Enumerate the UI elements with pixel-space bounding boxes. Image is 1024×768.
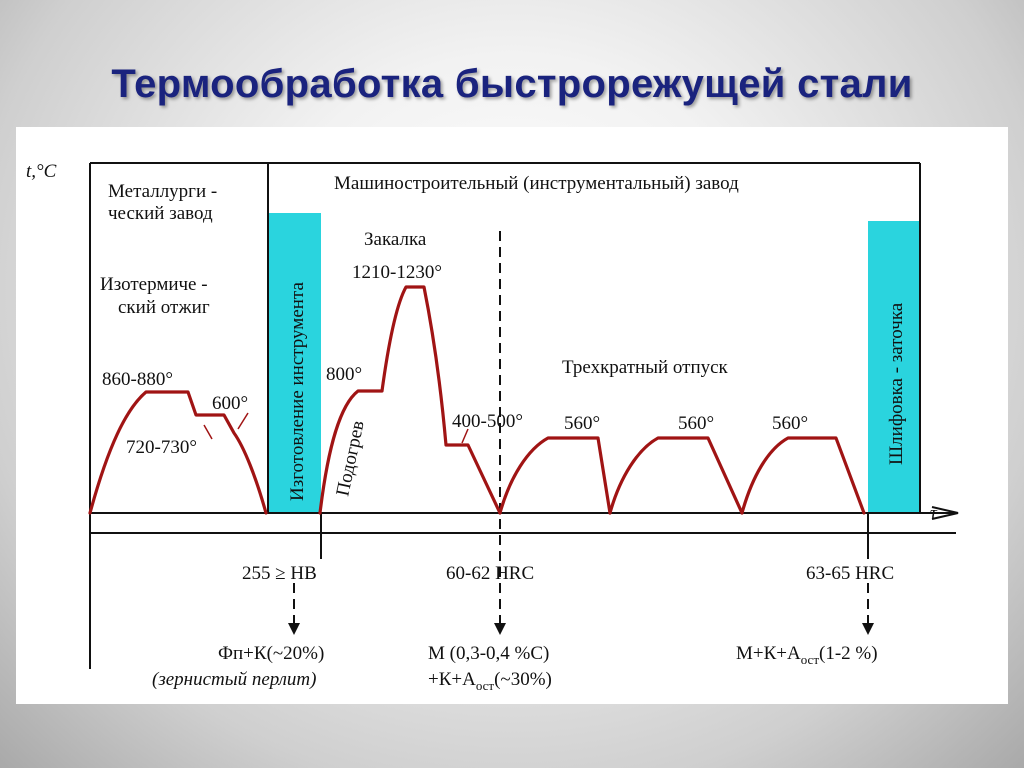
triple-tempering-label: Трехкратный отпуск xyxy=(562,357,729,378)
annealing-curve xyxy=(88,390,268,515)
cool-step-leader xyxy=(461,428,469,444)
quench-curve xyxy=(318,285,502,515)
final-structure-tail: (1-2 %) xyxy=(819,643,878,664)
temper2-temp-label: 560° xyxy=(678,413,714,434)
diagram-panel: t,°C τ Металлурги - ческий завод Машинос… xyxy=(16,127,1008,704)
anneal-hold-leader xyxy=(203,424,213,440)
anneal-step-temp-label: 600° xyxy=(212,393,248,414)
metallurgical-label-2: ческий завод xyxy=(108,203,213,224)
quench-arrow-head xyxy=(494,623,506,635)
anneal-structure-note: (зернистый перлит) xyxy=(152,669,316,690)
anneal-hardness-label: 255 ≥ НВ xyxy=(242,563,317,584)
slide-title: Термообработка быстрорежущей стали xyxy=(111,62,913,106)
anneal-temp-label: 860-880° xyxy=(102,369,173,390)
metallurgical-label-1: Металлурги - xyxy=(108,181,217,202)
temper1-temp-label: 560° xyxy=(564,413,600,434)
quenching-label: Закалка xyxy=(364,229,427,250)
final-structure-main: М+К+А xyxy=(736,643,801,664)
anneal-step-leader xyxy=(237,412,249,430)
preheat-label: Подогрев xyxy=(332,419,368,498)
annealing-label-2: ский отжиг xyxy=(118,297,210,318)
svg-text:+К+Аост(~30%): +К+Аост(~30%) xyxy=(428,669,552,693)
tool-making-label: Изготовление инструмента xyxy=(287,282,308,501)
grinding-label: Шлифовка - заточка xyxy=(886,302,907,465)
quench-structure-line1: М (0,3-0,4 %С) xyxy=(428,643,549,664)
anneal-hold-temp-label: 720-730° xyxy=(126,437,197,458)
cool-step-temp-label: 400-500° xyxy=(452,411,523,432)
quench-hardness-label: 60-62 HRC xyxy=(446,563,534,584)
final-structure-sub: ост xyxy=(801,652,820,667)
anneal-arrow-head xyxy=(288,623,300,635)
anneal-structure-label: Фп+К(~20%) xyxy=(218,643,324,664)
heat-treatment-diagram: t,°C τ Металлурги - ческий завод Машинос… xyxy=(26,161,959,693)
grinding-band xyxy=(868,221,920,513)
final-hardness-label: 63-65 HRC xyxy=(806,563,894,584)
quench-structure-main: +К+А xyxy=(428,669,476,690)
final-arrow-head xyxy=(862,623,874,635)
temper3-temp-label: 560° xyxy=(772,413,808,434)
tempering-curve-3 xyxy=(740,436,866,515)
quench-structure-sub: ост xyxy=(476,678,495,693)
annealing-label-1: Изотермиче - xyxy=(100,274,208,295)
x-axis-label: τ xyxy=(930,503,938,524)
quench-structure-tail: (~30%) xyxy=(494,669,552,690)
tool-making-band xyxy=(269,213,321,513)
quench-temp-label: 1210-1230° xyxy=(352,262,442,283)
svg-text:М+К+Аост(1-2 %): М+К+Аост(1-2 %) xyxy=(736,643,878,667)
y-axis-label: t,°C xyxy=(26,161,57,182)
x-axis-arrow xyxy=(931,506,959,520)
tempering-curve-2 xyxy=(608,436,744,515)
tempering-curve-1 xyxy=(498,436,612,515)
machine-building-label: Машиностроительный (инструментальный) за… xyxy=(334,173,739,194)
preheat-temp-label: 800° xyxy=(326,364,362,385)
